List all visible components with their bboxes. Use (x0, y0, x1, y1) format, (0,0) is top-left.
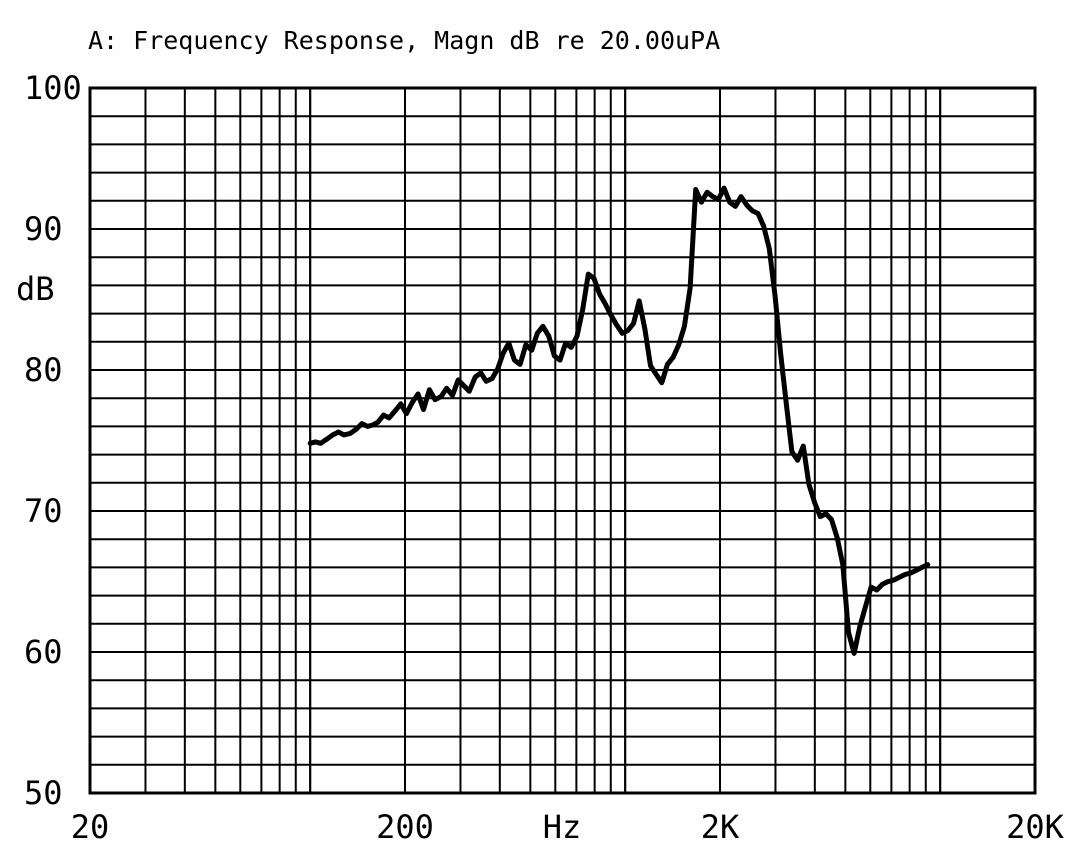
x-axis-label: Hz (543, 808, 582, 843)
plot-frame (88, 86, 1037, 795)
grid-layer (88, 86, 1037, 795)
series-layer (307, 185, 931, 656)
x-tick-label: 2K (701, 808, 740, 843)
y-tick-label: 60 (24, 633, 63, 671)
y-tick-label: 90 (24, 210, 63, 248)
x-tick-label: 200 (376, 808, 434, 843)
chart-title: A: Frequency Response, Magn dB re 20.00u… (88, 26, 720, 55)
response-series-line (307, 185, 931, 656)
y-tick-label: 50 (24, 774, 63, 812)
x-tick-label: 20K (1006, 808, 1065, 843)
y-tick-label: 70 (24, 492, 63, 530)
x-tick-label: 20 (71, 808, 110, 843)
y-tick-label: 80 (24, 351, 63, 389)
y-axis-label: dB (16, 270, 55, 308)
y-tick-label: 100 (24, 69, 82, 107)
